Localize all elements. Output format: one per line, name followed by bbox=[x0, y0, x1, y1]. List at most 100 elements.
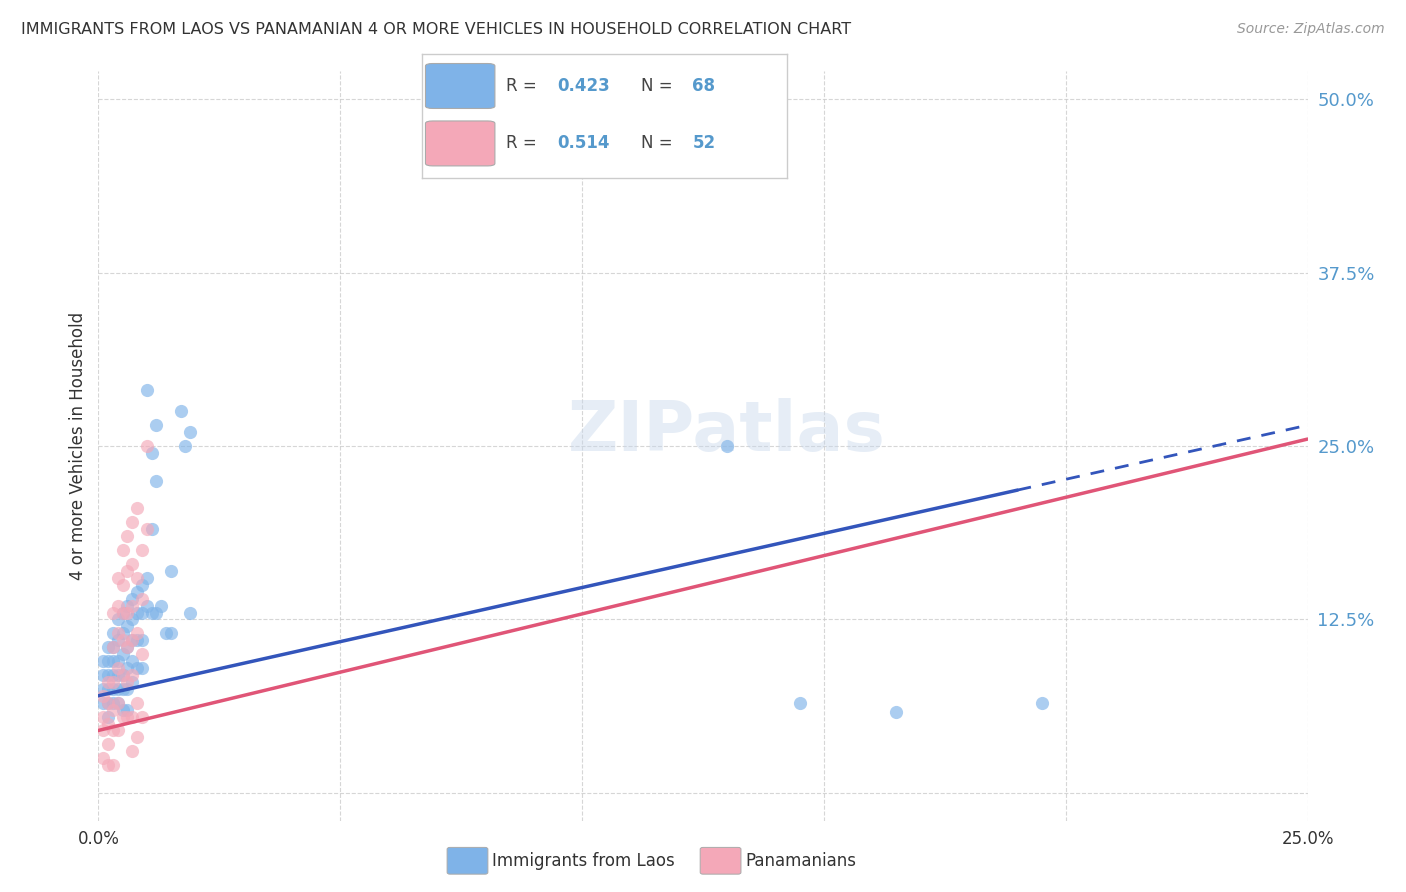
Point bbox=[131, 661, 153, 675]
Point bbox=[111, 606, 134, 620]
Point bbox=[131, 633, 153, 648]
Point bbox=[121, 633, 143, 648]
Point bbox=[155, 626, 177, 640]
Point bbox=[169, 404, 191, 418]
Text: N =: N = bbox=[641, 77, 678, 95]
Point bbox=[97, 716, 120, 731]
Point bbox=[111, 633, 134, 648]
Point bbox=[135, 384, 157, 398]
Point bbox=[127, 584, 149, 599]
Point bbox=[111, 626, 134, 640]
Point bbox=[141, 522, 163, 536]
Text: 68: 68 bbox=[692, 77, 716, 95]
Point bbox=[107, 661, 129, 675]
Point bbox=[91, 696, 114, 710]
Point bbox=[111, 543, 134, 558]
Point bbox=[107, 681, 129, 696]
Point bbox=[111, 703, 134, 717]
Point bbox=[107, 696, 129, 710]
Point bbox=[111, 681, 134, 696]
Point bbox=[117, 703, 139, 717]
Point bbox=[127, 633, 149, 648]
Text: R =: R = bbox=[506, 77, 541, 95]
Point bbox=[716, 439, 738, 453]
Point bbox=[150, 599, 173, 613]
Point bbox=[117, 529, 139, 543]
Point bbox=[131, 647, 153, 661]
Point bbox=[101, 640, 124, 655]
Point bbox=[101, 674, 124, 689]
Point bbox=[111, 668, 134, 682]
Point bbox=[107, 668, 129, 682]
Point bbox=[121, 674, 143, 689]
Point bbox=[117, 681, 139, 696]
Text: Immigrants from Laos: Immigrants from Laos bbox=[492, 852, 675, 870]
Text: 52: 52 bbox=[692, 135, 716, 153]
Point bbox=[127, 731, 149, 745]
Point bbox=[145, 418, 167, 433]
Point bbox=[117, 619, 139, 633]
Point bbox=[101, 696, 124, 710]
Point bbox=[117, 640, 139, 655]
Point bbox=[97, 640, 120, 655]
Text: 0.423: 0.423 bbox=[557, 77, 610, 95]
Point bbox=[135, 571, 157, 585]
Point bbox=[97, 668, 120, 682]
Point bbox=[111, 668, 134, 682]
Point bbox=[97, 674, 120, 689]
Point bbox=[117, 606, 139, 620]
Point bbox=[127, 661, 149, 675]
Point bbox=[101, 758, 124, 772]
Point bbox=[160, 626, 183, 640]
Point bbox=[1031, 696, 1053, 710]
Point bbox=[101, 703, 124, 717]
Point bbox=[789, 696, 811, 710]
Point bbox=[101, 681, 124, 696]
Point bbox=[107, 696, 129, 710]
Point bbox=[121, 591, 143, 606]
Point bbox=[179, 425, 201, 439]
Point bbox=[117, 709, 139, 723]
Point bbox=[97, 696, 120, 710]
Point bbox=[117, 599, 139, 613]
Point bbox=[160, 564, 183, 578]
Point bbox=[107, 571, 129, 585]
Text: ZIPatlas: ZIPatlas bbox=[568, 398, 886, 465]
Point bbox=[121, 599, 143, 613]
Point bbox=[174, 439, 197, 453]
Point bbox=[107, 723, 129, 738]
Point bbox=[101, 640, 124, 655]
Point bbox=[117, 564, 139, 578]
Point bbox=[107, 633, 129, 648]
Point bbox=[117, 661, 139, 675]
Point bbox=[107, 626, 129, 640]
Point bbox=[91, 681, 114, 696]
Point bbox=[131, 578, 153, 592]
Point bbox=[145, 606, 167, 620]
Point bbox=[127, 696, 149, 710]
Point bbox=[101, 668, 124, 682]
Point bbox=[121, 633, 143, 648]
Text: 0.514: 0.514 bbox=[557, 135, 610, 153]
Point bbox=[121, 668, 143, 682]
Point bbox=[595, 154, 617, 169]
Point bbox=[145, 474, 167, 488]
Point bbox=[121, 516, 143, 530]
Point bbox=[91, 751, 114, 765]
Y-axis label: 4 or more Vehicles in Household: 4 or more Vehicles in Household bbox=[69, 312, 87, 580]
Point bbox=[127, 501, 149, 516]
Point bbox=[97, 654, 120, 668]
Point bbox=[179, 606, 201, 620]
Point bbox=[111, 709, 134, 723]
Point bbox=[101, 606, 124, 620]
Point bbox=[111, 647, 134, 661]
Point bbox=[97, 737, 120, 751]
Point bbox=[91, 668, 114, 682]
FancyBboxPatch shape bbox=[426, 121, 495, 166]
Point bbox=[131, 606, 153, 620]
Text: N =: N = bbox=[641, 135, 678, 153]
Point bbox=[97, 709, 120, 723]
Point bbox=[97, 758, 120, 772]
Point bbox=[117, 674, 139, 689]
Point bbox=[135, 439, 157, 453]
